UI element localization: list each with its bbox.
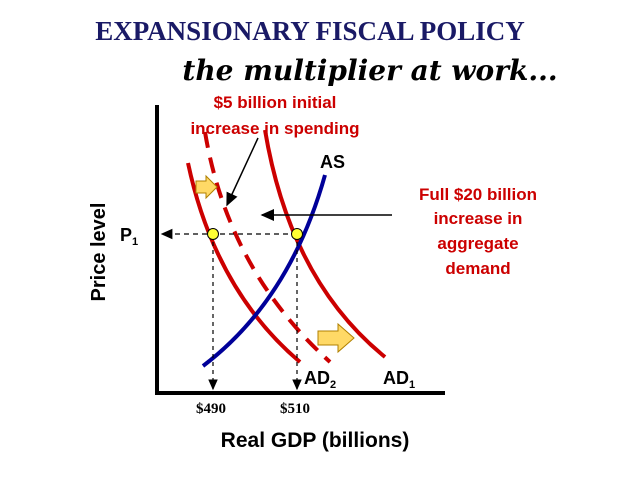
label-sub: 1 — [409, 379, 415, 391]
x-axis-label: Real GDP (billions) — [221, 429, 410, 452]
annotation: demand — [445, 259, 510, 278]
shift-arrow — [317, 322, 355, 354]
subtitle: the multiplier at work... — [182, 54, 557, 87]
curve-label: AS — [320, 152, 345, 172]
label-sub: 2 — [330, 379, 336, 391]
ad1-curve — [263, 129, 387, 359]
annotation: $5 billion initial — [214, 93, 337, 112]
gdp-label: $510 — [280, 401, 310, 417]
price-label: P1 — [120, 225, 138, 248]
annotation: increase in spending — [190, 119, 359, 138]
title: EXPANSIONARY FISCAL POLICY — [95, 16, 525, 46]
ad2-curve — [186, 162, 302, 364]
ad-intermediate — [203, 131, 332, 364]
label-main: AD — [304, 368, 330, 388]
label-main: P — [120, 225, 132, 245]
label-sub: 1 — [132, 236, 138, 248]
curve-label: AD2 — [304, 368, 336, 391]
axes — [155, 105, 445, 395]
pointer — [226, 137, 259, 207]
shift-arrow — [195, 174, 218, 200]
annotation: Full $20 billion — [419, 185, 537, 204]
y-axis-label: Price level — [88, 203, 110, 302]
equilibrium-point — [291, 228, 303, 240]
annotation: aggregate — [437, 234, 518, 253]
as-curve — [201, 174, 327, 368]
curve-label: AD1 — [383, 368, 415, 391]
gdp-label: $490 — [196, 401, 226, 417]
equilibrium-point — [207, 228, 219, 240]
label-main: AD — [383, 368, 409, 388]
annotation: increase in — [434, 209, 523, 228]
